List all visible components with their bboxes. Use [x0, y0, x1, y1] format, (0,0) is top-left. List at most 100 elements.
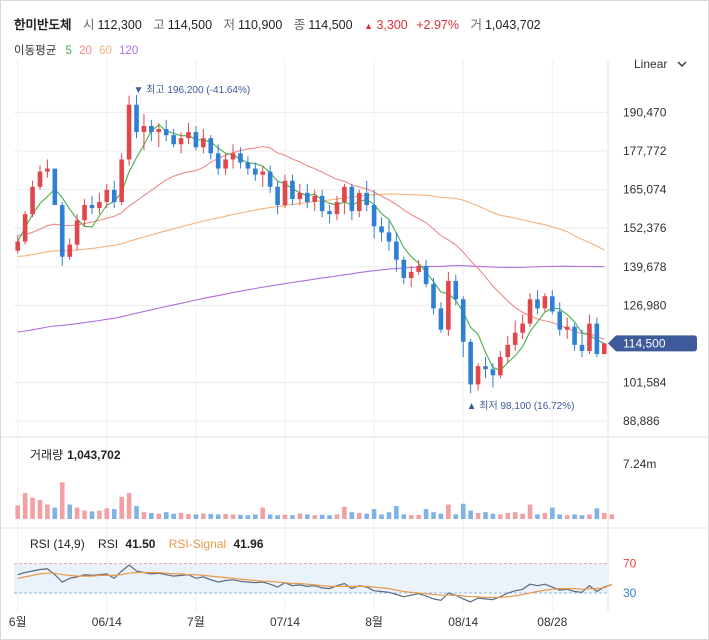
candle-body — [45, 168, 50, 172]
volume-bar — [572, 514, 577, 519]
volume-bar — [416, 514, 421, 519]
current-price-label: 114,500 — [623, 336, 666, 350]
volume-bar — [542, 512, 548, 519]
ma20-line — [17, 145, 605, 340]
candle-body — [505, 344, 511, 358]
candle-body — [483, 366, 488, 370]
candle-body — [74, 220, 80, 245]
scale-selector[interactable]: Linear — [634, 57, 687, 71]
volume-bar — [557, 514, 563, 519]
low-annotation: ▲ 최저 98,100 (16.72%) — [467, 400, 575, 412]
candle-body — [37, 171, 43, 187]
volume-bar — [186, 514, 191, 519]
candle-body — [238, 153, 243, 163]
candle-body — [156, 129, 162, 133]
volume-bar — [386, 512, 392, 519]
volume-bar — [475, 512, 481, 519]
rsi-value: 41.50 — [125, 537, 156, 551]
volume-bar — [74, 507, 80, 519]
candle-body — [342, 186, 347, 203]
volume-bar — [208, 514, 214, 519]
volume-bar — [550, 507, 555, 519]
candle-body — [379, 226, 384, 233]
candle-body — [542, 296, 548, 309]
y-tick-label: 152,376 — [623, 221, 667, 235]
volume-bar — [156, 513, 162, 519]
candle-body — [267, 171, 273, 187]
candle-body — [275, 186, 280, 206]
candle-body — [30, 186, 35, 215]
candle-body — [22, 214, 28, 242]
rsi-band — [14, 563, 608, 593]
candle-body — [334, 202, 340, 215]
y-tick-label: 126,980 — [623, 298, 667, 312]
volume-bar — [178, 512, 184, 519]
candle-body — [475, 366, 481, 385]
volume-bar — [238, 514, 243, 519]
volume-bar — [446, 504, 451, 519]
x-axis-label: 7월 — [187, 615, 205, 629]
candle-body — [349, 186, 355, 212]
volume-bar — [82, 510, 87, 519]
chevron-down-icon — [677, 57, 687, 71]
high-annotation: ▼ 최고 196,200 (-41.64%) — [134, 84, 251, 96]
candle-body — [15, 241, 21, 251]
volume-bar — [45, 504, 50, 519]
ma20-period: 20 — [79, 45, 92, 57]
volume-bar — [67, 504, 72, 519]
rsi-signal-label: RSI-Signal — [168, 537, 227, 551]
y-tick-label: 165,074 — [623, 183, 667, 197]
volume-bar — [260, 507, 266, 519]
volume-bar — [609, 514, 615, 519]
volume-bar — [141, 512, 147, 519]
volume-bar — [527, 504, 533, 519]
candle-body — [171, 135, 176, 145]
volume-bar — [498, 514, 503, 519]
volume-bar — [215, 514, 221, 519]
volume-bar — [327, 515, 332, 519]
candle-body — [572, 326, 577, 345]
moving-average-legend[interactable]: 이동평균 5 20 60 120 — [14, 42, 142, 58]
candle-body — [193, 132, 199, 148]
volume-title: 거래량 — [30, 448, 64, 462]
volume-bar — [394, 506, 399, 519]
rsi-signal-line — [17, 571, 612, 598]
volume-bar — [379, 514, 384, 519]
open-value: 112,300 — [97, 18, 142, 32]
candle-body — [149, 126, 154, 133]
volume-bar — [601, 512, 607, 519]
volume-bar — [290, 515, 295, 519]
volume-bar — [564, 515, 570, 519]
candle-body — [178, 138, 184, 145]
volume-value: 1,043,702 — [484, 18, 541, 32]
candle-body — [579, 344, 585, 351]
volume-bar — [505, 512, 511, 519]
candle-body — [111, 189, 117, 203]
candle-body — [126, 104, 132, 160]
candle-body — [423, 265, 429, 285]
volume-bar — [97, 510, 102, 519]
candle-body — [520, 323, 525, 333]
candle-body — [186, 132, 191, 139]
volume-bar — [364, 513, 369, 519]
close-label: 종 — [293, 18, 306, 32]
candle-body — [557, 311, 563, 330]
candle-body — [59, 205, 65, 257]
volume-bar — [371, 509, 377, 519]
candle-body — [356, 192, 362, 212]
low-value: 110,900 — [238, 18, 283, 32]
ma5-period: 5 — [65, 45, 72, 57]
close-value: 114,500 — [308, 18, 353, 32]
volume-bar — [453, 514, 459, 519]
volume-bar — [520, 513, 525, 519]
candle-body — [215, 153, 221, 169]
x-axis-label: 06/14 — [92, 615, 122, 629]
candle-body — [312, 195, 318, 203]
volume-bar — [342, 506, 347, 519]
candle-body — [601, 343, 607, 355]
volume-bar — [431, 512, 436, 519]
candle-body — [245, 162, 251, 169]
y-tick-label: 190,470 — [623, 105, 667, 119]
rsi-panel-label: RSI (14,9) RSI 41.50 RSI-Signal 41.96 — [30, 537, 264, 551]
